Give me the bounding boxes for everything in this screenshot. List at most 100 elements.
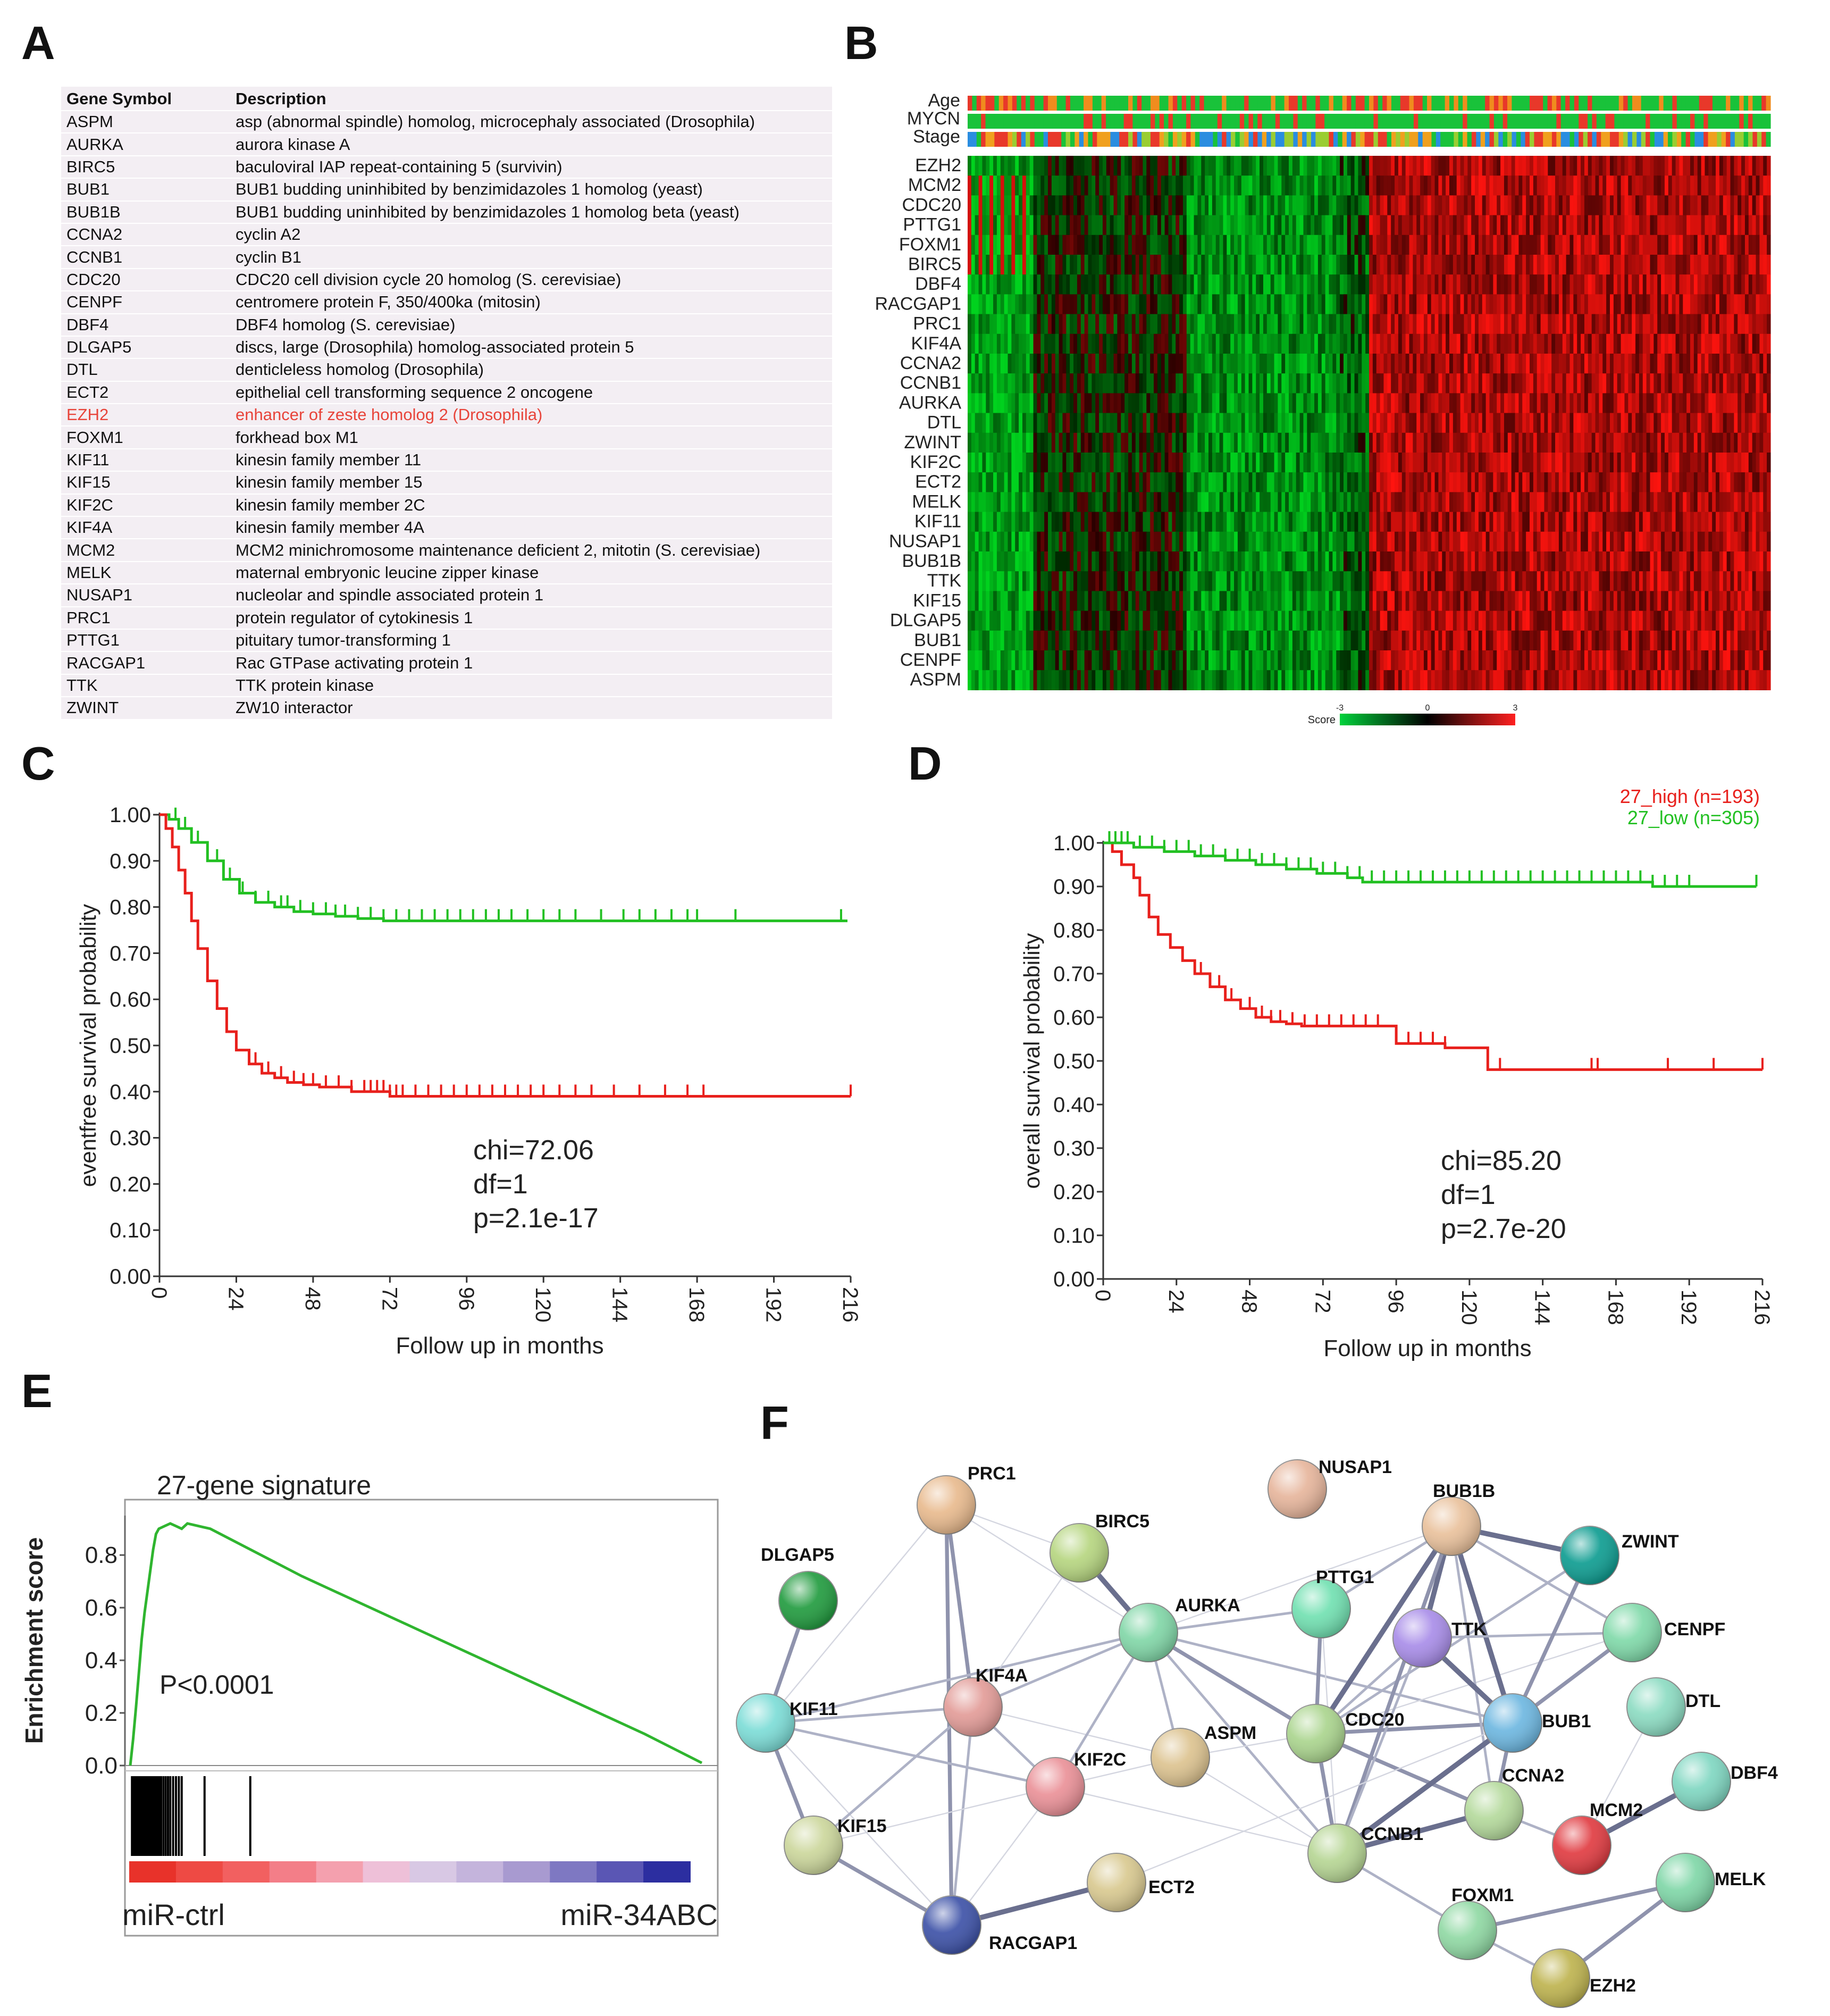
heatmap-cell [1548, 354, 1552, 374]
heatmap-cell [1150, 432, 1154, 453]
heatmap-cell [1044, 393, 1048, 414]
heatmap-cell [1526, 432, 1530, 453]
heatmap-cell [1482, 314, 1487, 334]
heatmap-cell [1234, 215, 1238, 236]
heatmap-cell [1161, 413, 1165, 433]
heatmap-cell [1044, 373, 1048, 394]
heatmap-cell [1759, 472, 1764, 492]
heatmap-cell [1584, 215, 1589, 236]
heatmap-cell [1131, 413, 1136, 433]
heatmap-cell [1672, 413, 1676, 433]
heatmap-cell [1080, 512, 1085, 532]
heatmap-cell [1504, 215, 1508, 236]
heatmap-cell [1395, 373, 1399, 394]
annotation-cell [1409, 132, 1414, 147]
heatmap-cell [1161, 274, 1165, 295]
heatmap-cell [1186, 531, 1191, 552]
heatmap-cell [1303, 492, 1307, 513]
annotation-cell [1409, 96, 1414, 111]
annotation-cell [1333, 96, 1338, 111]
heatmap-cell [1427, 333, 1432, 354]
heatmap-cell [1475, 235, 1479, 255]
heatmap-cell [1000, 512, 1005, 532]
column-header-gene-symbol: Gene Symbol [61, 87, 230, 111]
heatmap-cell [1726, 333, 1731, 354]
heatmap-cell [1256, 512, 1260, 532]
heatmap-cell [1317, 175, 1322, 196]
heatmap-cell [1511, 156, 1516, 176]
heatmap-cell [982, 195, 986, 216]
heatmap-cell [1019, 373, 1023, 394]
heatmap-cell [1350, 373, 1355, 394]
heatmap-cell [1460, 453, 1465, 473]
heatmap-cell [1431, 432, 1436, 453]
heatmap-cell [1048, 472, 1052, 492]
heatmap-cell [1289, 156, 1293, 176]
heatmap-cell [1051, 453, 1056, 473]
heatmap-cell [1712, 492, 1716, 513]
heatmap-cell [993, 294, 997, 315]
heatmap-cell [1252, 175, 1256, 196]
heatmap-cell [1296, 314, 1300, 334]
heatmap-cell [1131, 492, 1136, 513]
heatmap-cell [1683, 413, 1687, 433]
heatmap-cell [968, 294, 972, 315]
heatmap-cell [1084, 274, 1089, 295]
heatmap-cell [1208, 531, 1213, 552]
heatmap-cell [1182, 294, 1187, 315]
heatmap-cell [1372, 195, 1377, 216]
heatmap-cell [1070, 255, 1074, 275]
heatmap-cell [1401, 492, 1406, 513]
heatmap-cell [1533, 373, 1538, 394]
heatmap-cell [1679, 333, 1683, 354]
heatmap-cell [1241, 413, 1246, 433]
heatmap-cell [1401, 453, 1406, 473]
heatmap-cell [1110, 255, 1114, 275]
heatmap-cell [1168, 472, 1172, 492]
heatmap-cell [1208, 156, 1213, 176]
heatmap-cell [975, 492, 979, 513]
heatmap-cell [1569, 531, 1574, 552]
heatmap-cell [1668, 413, 1673, 433]
heatmap-cell [1628, 294, 1632, 315]
heatmap-cell [1599, 333, 1603, 354]
heatmap-cell [1683, 255, 1687, 275]
heatmap-cell [1321, 453, 1326, 473]
annotation-cell [1721, 114, 1726, 129]
heatmap-cell [1712, 373, 1716, 394]
heatmap-cell [1456, 453, 1461, 473]
heatmap-cell [1274, 294, 1279, 315]
heatmap-cell [1263, 274, 1267, 295]
heatmap-cell [1124, 492, 1129, 513]
annotation-cell [972, 132, 977, 147]
annotation-cell [1614, 96, 1619, 111]
heatmap-cell [1748, 453, 1753, 473]
annotation-cell [1507, 96, 1513, 111]
heatmap-cell [1628, 235, 1632, 255]
heatmap-cell [1657, 333, 1661, 354]
annotation-cell [1008, 96, 1013, 111]
heatmap-cell [1026, 492, 1030, 513]
heatmap-cell [1482, 175, 1487, 196]
heatmap-cell [1248, 531, 1253, 552]
heatmap-cell [1219, 354, 1224, 374]
heatmap-cell [1602, 492, 1607, 513]
heatmap-cell [986, 432, 990, 453]
heatmap-cell [1179, 195, 1183, 216]
heatmap-cell [1285, 453, 1289, 473]
heatmap-cell [1011, 531, 1015, 552]
heatmap-cell [1588, 314, 1592, 334]
heatmap-cell [1719, 156, 1724, 176]
heatmap-cell [1632, 393, 1636, 414]
heatmap-cell [1606, 492, 1610, 513]
heatmap-cell [1723, 373, 1727, 394]
heatmap-cell [1530, 472, 1534, 492]
heatmap-cell [1241, 472, 1246, 492]
heatmap-cell [1219, 333, 1224, 354]
heatmap-cell [1708, 294, 1713, 315]
heatmap-cell [1409, 393, 1413, 414]
heatmap-cell [1070, 472, 1074, 492]
heatmap-cell [1358, 373, 1362, 394]
heatmap-cell [1131, 235, 1136, 255]
heatmap-cell [1070, 175, 1074, 196]
